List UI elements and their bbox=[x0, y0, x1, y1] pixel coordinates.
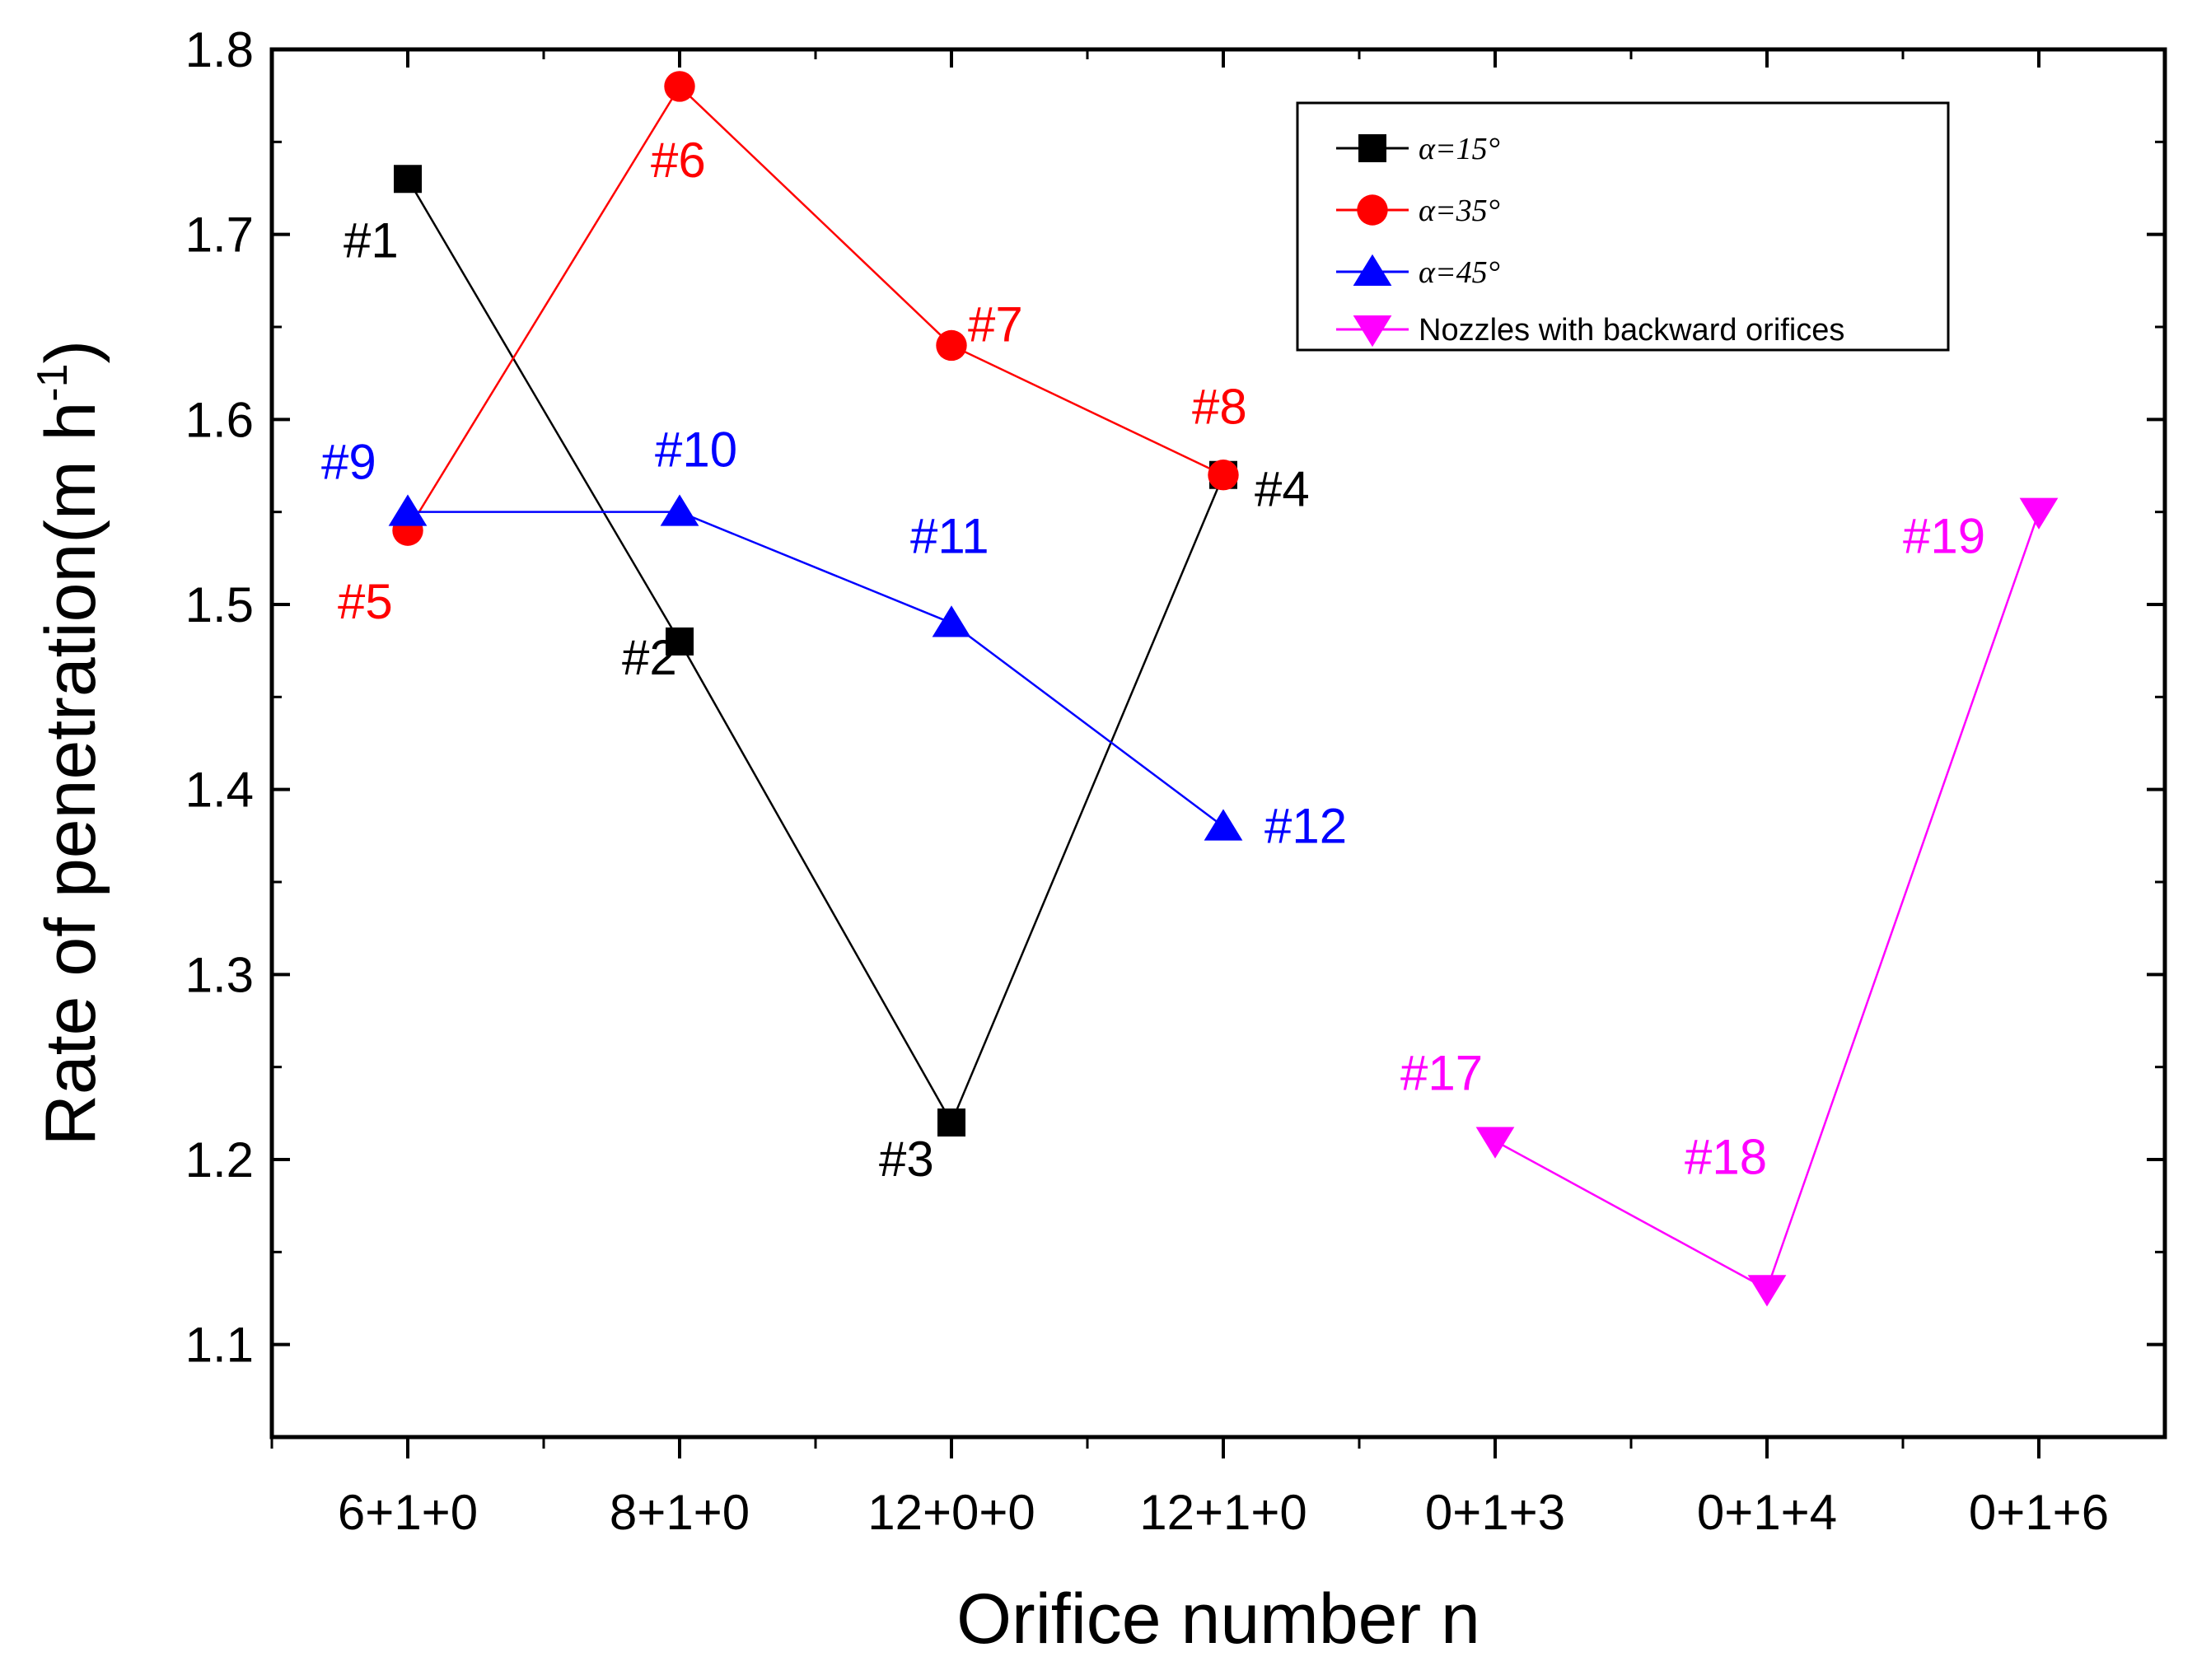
series-3 bbox=[388, 494, 1243, 841]
data-point-label: #11 bbox=[910, 508, 989, 563]
legend-marker bbox=[1353, 254, 1392, 286]
data-point bbox=[660, 494, 699, 526]
x-tick-label: 0+1+4 bbox=[1697, 1485, 1837, 1540]
legend-box bbox=[1296, 101, 1950, 352]
y-tick-label: 1.2 bbox=[185, 1132, 254, 1188]
legend-item: α=15° bbox=[1336, 132, 1500, 166]
legend-marker bbox=[1357, 194, 1388, 226]
data-point bbox=[1747, 1275, 1787, 1307]
legend-items: α=15° α=35° α=45° Nozzles with backward ori… bbox=[1336, 132, 1844, 348]
y-axis-title-close: ) bbox=[31, 340, 110, 364]
data-point-label: #5 bbox=[338, 574, 393, 629]
point-labels: #1 #2 #3 #4 #5 #6 #7 #8 #9 #10 #11 #12 #17 #18 #19 bbox=[321, 133, 1985, 1187]
data-point bbox=[388, 494, 428, 526]
legend-label: α=15° bbox=[1419, 132, 1500, 166]
y-axis-title-unit-exponent: -1 bbox=[29, 363, 77, 401]
legend-label: Nozzles with backward orifices bbox=[1419, 313, 1844, 348]
legend-marker bbox=[1353, 315, 1392, 348]
data-point-label: #17 bbox=[1400, 1046, 1483, 1101]
data-point bbox=[394, 165, 422, 194]
data-point bbox=[664, 71, 695, 102]
data-point bbox=[666, 627, 694, 656]
x-tick-label: 12+1+0 bbox=[1139, 1485, 1307, 1540]
data-point-label: #2 bbox=[622, 630, 677, 685]
data-point bbox=[932, 605, 971, 637]
axes: 1.1 1.2 1.3 1.4 1.5 1.6 1.7 1.8 6+1+0 8+1+0 12+0+0… bbox=[185, 22, 2165, 1540]
legend-label: α=35° bbox=[1419, 194, 1500, 228]
legend: α=15° α=35° α=45° Nozzles with backward ori… bbox=[1296, 101, 1950, 352]
data-point bbox=[937, 1108, 965, 1137]
legend-item: α=35° bbox=[1336, 194, 1500, 228]
data-point bbox=[1204, 809, 1243, 841]
data-point bbox=[2019, 497, 2059, 530]
legend-label: α=45° bbox=[1419, 255, 1500, 290]
data-point bbox=[1208, 460, 1239, 491]
series-line bbox=[408, 511, 1224, 828]
data-point-label: #9 bbox=[321, 435, 376, 490]
data-point-label: #12 bbox=[1264, 799, 1347, 854]
series-layer bbox=[388, 71, 2059, 1307]
data-point-label: #3 bbox=[879, 1132, 934, 1187]
series-1 bbox=[394, 165, 1237, 1137]
legend-item: Nozzles with backward orifices bbox=[1336, 313, 1844, 348]
data-point-label: #8 bbox=[1192, 380, 1247, 435]
data-point-label: #19 bbox=[1903, 509, 1985, 564]
y-axis-title-main: Rate of penetration(m h bbox=[31, 402, 110, 1146]
data-point-label: #4 bbox=[1255, 462, 1310, 517]
data-point-label: #6 bbox=[651, 133, 706, 188]
legend-marker bbox=[1358, 134, 1386, 162]
data-point-label: #7 bbox=[968, 296, 1023, 352]
data-point-label: #18 bbox=[1685, 1129, 1767, 1184]
y-tick-label: 1.7 bbox=[185, 208, 254, 263]
data-point-label: #10 bbox=[655, 422, 737, 478]
y-tick-label: 1.8 bbox=[185, 22, 254, 77]
series-line bbox=[406, 84, 1224, 531]
legend-item: α=45° bbox=[1336, 254, 1500, 290]
y-axis-title: Rate of penetration(m h-1) bbox=[29, 340, 110, 1146]
series-2 bbox=[392, 71, 1239, 546]
y-tick-label: 1.4 bbox=[185, 763, 254, 818]
series-line bbox=[406, 178, 1225, 1125]
x-tick-label: 8+1+0 bbox=[610, 1485, 750, 1540]
data-point bbox=[1475, 1127, 1515, 1159]
series-4 bbox=[1475, 497, 2059, 1307]
x-tick-label: 0+1+6 bbox=[1969, 1485, 2109, 1540]
data-point-label: #1 bbox=[344, 212, 399, 268]
y-tick-label: 1.3 bbox=[185, 947, 254, 1002]
x-axis-title: Orifice number n bbox=[956, 1580, 1480, 1659]
y-tick-label: 1.6 bbox=[185, 392, 254, 447]
y-tick-label: 1.5 bbox=[185, 577, 254, 632]
data-point bbox=[936, 329, 967, 362]
x-tick-label: 0+1+3 bbox=[1425, 1485, 1565, 1540]
y-tick-label: 1.1 bbox=[185, 1318, 254, 1373]
x-tick-label: 6+1+0 bbox=[338, 1485, 478, 1540]
plot-area-frame bbox=[269, 47, 2167, 1440]
x-tick-label: 12+0+0 bbox=[867, 1485, 1035, 1540]
